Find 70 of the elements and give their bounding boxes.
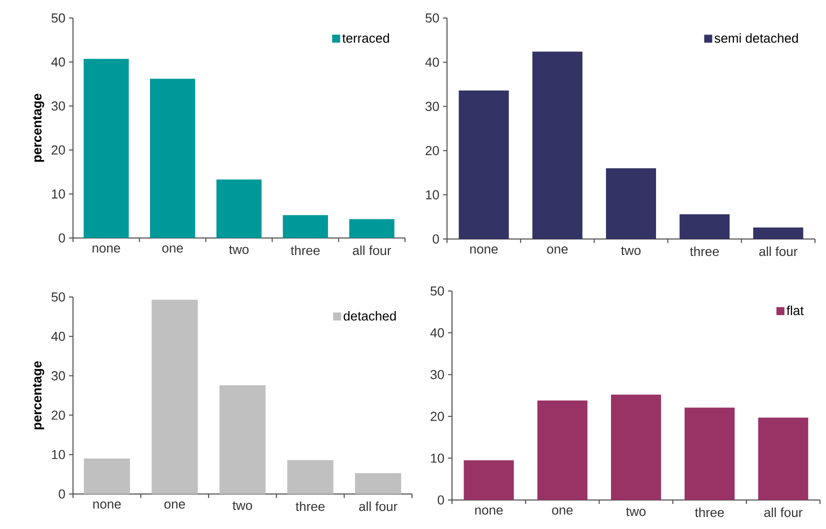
y-tick-label: 50 — [52, 292, 65, 302]
x-tick-label: none — [93, 502, 121, 509]
bar — [84, 58, 129, 238]
y-tick-label: 20 — [430, 412, 444, 421]
bar — [152, 300, 198, 494]
x-tick-label: one — [164, 502, 185, 509]
bar — [355, 473, 402, 494]
bar — [684, 408, 735, 500]
x-tick-label: one — [162, 246, 183, 253]
y-tick-label: 30 — [52, 371, 65, 380]
bar — [219, 385, 266, 494]
y-tick-label: 50 — [430, 286, 444, 296]
x-tick-label: three — [296, 502, 325, 512]
y-tick-label: 10 — [431, 454, 444, 463]
bar — [606, 168, 656, 239]
y-tick-label: 20 — [52, 410, 65, 420]
y-tick-label: 0 — [58, 233, 65, 243]
legend-label: terraced — [342, 33, 390, 43]
bar — [464, 460, 514, 500]
y-tick-label: 10 — [52, 450, 65, 460]
y-tick-label: 40 — [425, 58, 439, 67]
y-tick-label: 40 — [51, 332, 65, 341]
x-tick-label: all four — [359, 502, 398, 512]
x-tick-label: two — [229, 246, 249, 254]
x-tick-label: all four — [764, 508, 802, 518]
bar — [753, 227, 804, 239]
bar — [758, 418, 808, 500]
bar — [349, 219, 394, 238]
bar — [532, 52, 582, 239]
x-tick-label: all four — [352, 246, 392, 256]
y-tick-label: 30 — [430, 370, 444, 380]
x-tick-label: three — [690, 246, 719, 256]
x-tick-label: none — [470, 246, 498, 254]
x-tick-label: three — [694, 508, 724, 518]
x-tick-label: two — [232, 502, 252, 510]
x-tick-label: two — [621, 246, 641, 256]
y-tick-label: 30 — [426, 102, 439, 111]
bar — [287, 460, 334, 494]
y-tick-label: 10 — [426, 190, 439, 200]
y-tick-label: 40 — [430, 328, 444, 338]
y-tick-label: 0 — [438, 495, 444, 505]
legend-label: detached — [344, 311, 396, 321]
bar — [84, 458, 130, 494]
y-axis-title: percentage — [32, 361, 44, 430]
x-tick-label: two — [626, 508, 646, 516]
y-tick-label: 0 — [432, 234, 439, 244]
y-axis-title: percentage — [32, 94, 44, 162]
bar — [216, 179, 262, 238]
x-tick-label: none — [92, 246, 120, 253]
x-tick-label: three — [290, 246, 320, 256]
y-tick-label: 40 — [51, 57, 65, 67]
bar — [458, 90, 509, 239]
legend-label: flat — [786, 306, 804, 316]
bar — [537, 400, 588, 500]
bar — [680, 214, 730, 239]
x-tick-label: none — [475, 508, 503, 515]
y-tick-label: 10 — [52, 189, 65, 199]
bar — [282, 215, 328, 238]
x-tick-label: one — [547, 246, 568, 254]
y-tick-label: 50 — [426, 13, 439, 23]
y-tick-label: 50 — [52, 13, 65, 23]
y-tick-label: 20 — [426, 146, 439, 156]
y-tick-label: 20 — [52, 145, 65, 155]
y-tick-label: 0 — [58, 489, 65, 499]
bar — [610, 394, 662, 500]
legend-label: semi detached — [714, 33, 798, 43]
y-tick-label: 30 — [52, 101, 65, 111]
x-tick-label: one — [552, 508, 573, 515]
bar — [150, 78, 196, 238]
x-tick-label: all four — [759, 246, 798, 256]
